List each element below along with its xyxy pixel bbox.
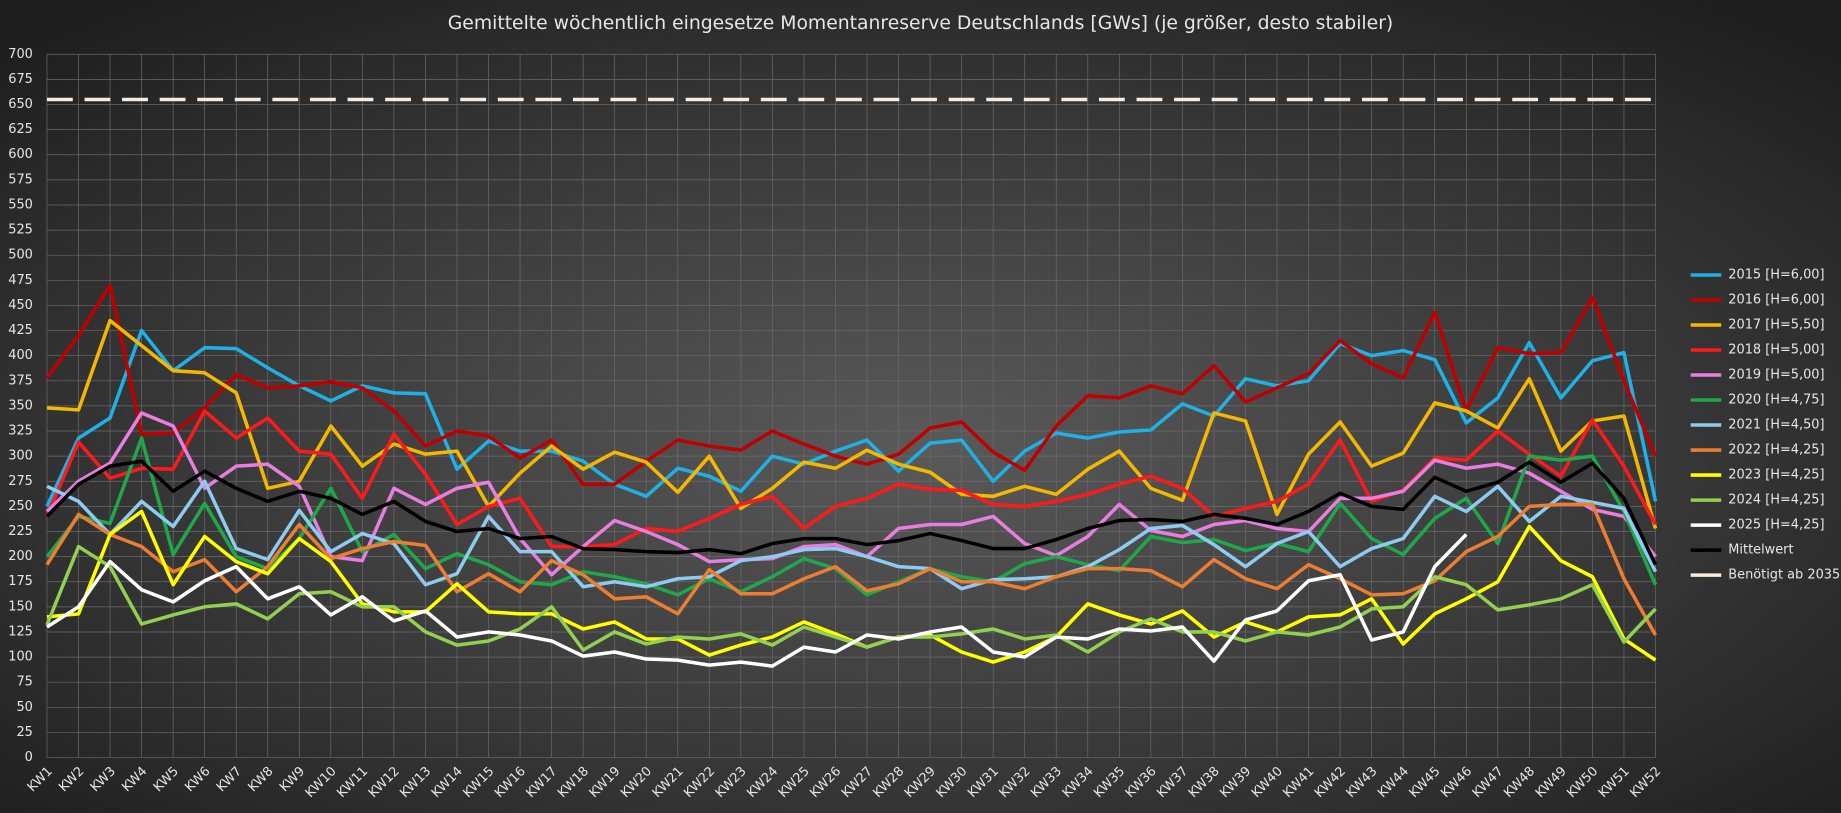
legend-label: 2016 [H=6,00] xyxy=(1728,293,1824,308)
y-tick-label: 700 xyxy=(8,47,33,62)
series-line xyxy=(46,479,1658,591)
y-tick-label: 200 xyxy=(8,549,33,564)
series-line xyxy=(45,459,1658,566)
legend-label: 2021 [H=4,50] xyxy=(1728,418,1824,433)
series-line xyxy=(45,328,1658,508)
legend-label: 2015 [H=6,00] xyxy=(1728,268,1824,283)
legend-label: 2018 [H=5,00] xyxy=(1728,343,1824,358)
y-tick-label: 125 xyxy=(8,624,33,639)
y-tick-label: 375 xyxy=(8,373,33,388)
series-line xyxy=(45,411,1657,577)
y-tick-label: 400 xyxy=(8,348,33,363)
y-tick-label: 625 xyxy=(8,122,33,137)
y-tick-label: 450 xyxy=(8,298,33,313)
y-tick-label: 325 xyxy=(8,424,33,439)
y-tick-label: 50 xyxy=(16,700,32,715)
y-tick-label: 25 xyxy=(16,725,32,740)
y-tick-label: 300 xyxy=(8,449,33,464)
y-tick-label: 350 xyxy=(8,398,33,413)
y-tick-label: 275 xyxy=(8,474,33,489)
y-tick-label: 575 xyxy=(8,172,33,187)
y-tick-label: 150 xyxy=(8,599,33,614)
legend-label: 2017 [H=5,50] xyxy=(1728,318,1824,333)
legend-label: 2024 [H=4,25] xyxy=(1728,493,1824,508)
y-tick-label: 100 xyxy=(8,650,33,665)
legend-label: 2020 [H=4,75] xyxy=(1728,393,1824,408)
legend-label: 2025 [H=4,25] xyxy=(1728,518,1824,533)
y-tick-label: 525 xyxy=(8,223,33,238)
legend-label: 2023 [H=4,25] xyxy=(1728,468,1824,483)
y-tick-label: 75 xyxy=(16,675,32,690)
y-tick-label: 600 xyxy=(8,147,33,162)
y-tick-label: 175 xyxy=(8,574,33,589)
y-tick-label: 250 xyxy=(8,499,33,514)
series-line xyxy=(46,533,1468,668)
y-tick-label: 425 xyxy=(8,323,33,338)
legend-label: Benötigt ab 2035 xyxy=(1728,568,1840,583)
y-tick-label: 0 xyxy=(25,750,33,765)
y-tick-label: 500 xyxy=(8,248,33,263)
legend-label: Mittelwert xyxy=(1728,543,1793,558)
series-line xyxy=(45,436,1658,597)
y-tick-label: 225 xyxy=(8,524,33,539)
y-tick-label: 475 xyxy=(8,273,33,288)
y-tick-label: 650 xyxy=(8,97,33,112)
y-tick-label: 675 xyxy=(8,72,33,87)
series-line xyxy=(45,502,1658,636)
legend-label: 2022 [H=4,25] xyxy=(1728,443,1824,458)
legend-label: 2019 [H=5,00] xyxy=(1728,368,1824,383)
chart-title: Gemittelte wöchentlich eingesetze Moment… xyxy=(448,13,1393,34)
y-tick-label: 550 xyxy=(8,197,33,212)
